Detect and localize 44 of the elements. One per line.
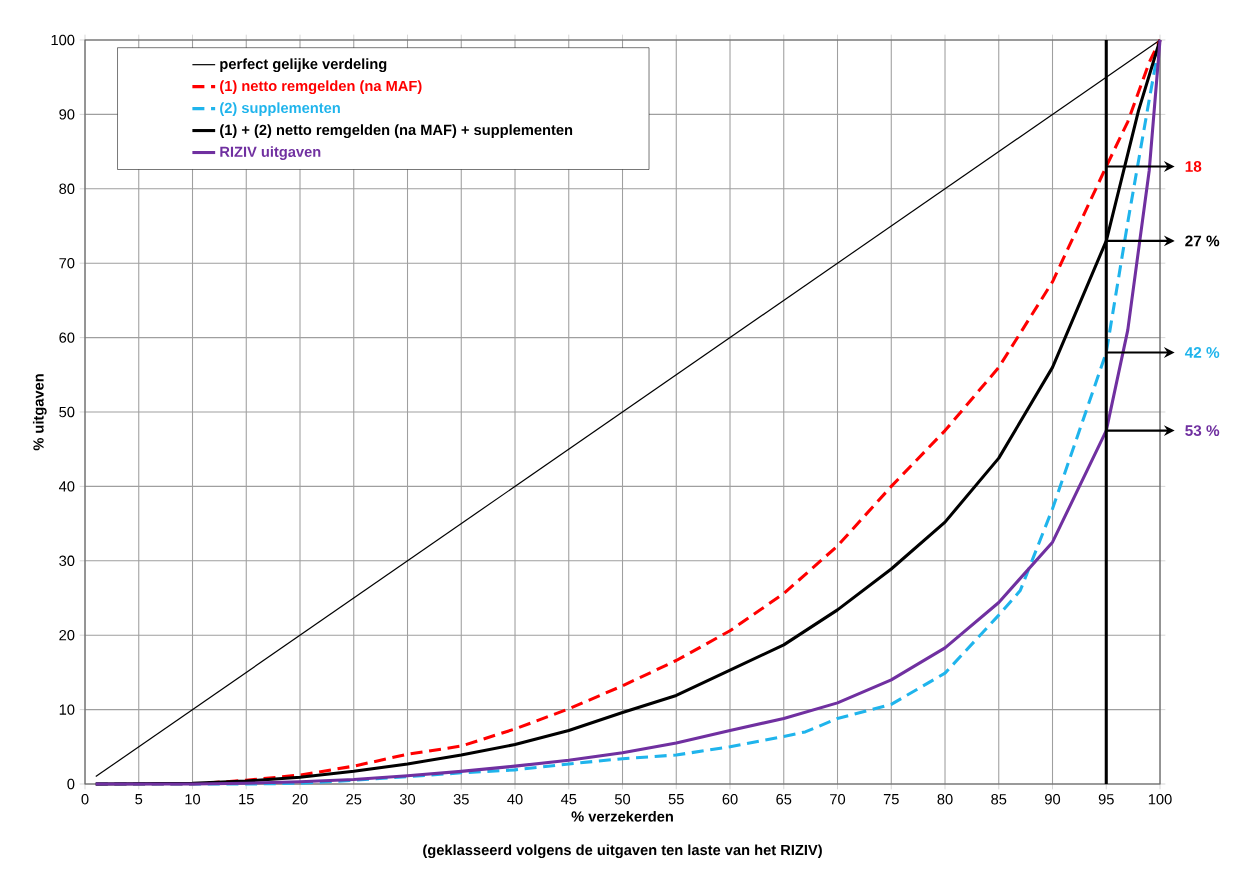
x-tick-label: 95 — [1098, 794, 1114, 805]
x-tick-label: 10 — [185, 794, 201, 805]
x-tick-label: 5 — [135, 794, 143, 805]
x-tick-label: 35 — [453, 794, 469, 805]
y-tick-label: 100 — [51, 34, 75, 46]
y-tick-label: 50 — [59, 406, 75, 418]
y-tick-label: 10 — [59, 704, 75, 715]
legend-label: (1) netto remgelden (na MAF) — [220, 80, 422, 95]
x-tick-label: 65 — [776, 794, 792, 805]
x-tick-label: 20 — [292, 794, 308, 805]
x-tick-label: 50 — [614, 794, 631, 805]
text: 53 % — [1185, 425, 1220, 437]
x-tick-label: 30 — [399, 794, 416, 805]
y-tick-label: 30 — [59, 555, 75, 566]
text: 18 — [1185, 161, 1202, 172]
text: (geklasseerd volgens de uitgaven ten laste van het RIZIV) — [423, 844, 822, 859]
y-tick-label: 0 — [67, 778, 75, 790]
y-tick-label: 80 — [59, 183, 75, 194]
x-tick-label: 45 — [560, 794, 577, 805]
x-axis-title: % verzekerden — [571, 810, 673, 822]
x-tick-label: 75 — [883, 794, 899, 805]
x-tick-label: 100 — [1148, 794, 1172, 805]
x-tick-label: 55 — [668, 794, 684, 805]
y-axis-title: % uitgaven — [32, 374, 47, 451]
y-tick-label: 90 — [59, 109, 75, 120]
legend-label: (2) supplementen — [220, 102, 340, 116]
y-tick-label: 20 — [59, 630, 75, 641]
legend-label: (1) + (2) netto remgelden (na MAF) + supplementen — [220, 124, 573, 138]
x-tick-label: 40 — [507, 794, 523, 805]
text: 27 % — [1185, 235, 1220, 247]
x-tick-label: 70 — [830, 794, 846, 805]
legend-label: RIZIV uitgaven — [220, 146, 321, 160]
y-tick-label: 60 — [59, 332, 75, 343]
y-tick-label: 70 — [59, 258, 75, 269]
x-tick-label: 0 — [81, 794, 89, 805]
x-tick-label: 15 — [239, 794, 254, 805]
x-tick-label: 60 — [722, 794, 738, 805]
x-tick-label: 90 — [1045, 794, 1061, 805]
legend-label: perfect gelijke verdeling — [220, 58, 387, 73]
y-tick-label: 40 — [58, 481, 75, 492]
x-tick-label: 25 — [346, 794, 362, 805]
x-tick-label: 80 — [937, 794, 953, 805]
x-tick-label: 85 — [991, 794, 1007, 805]
text: 42 % — [1184, 347, 1220, 358]
